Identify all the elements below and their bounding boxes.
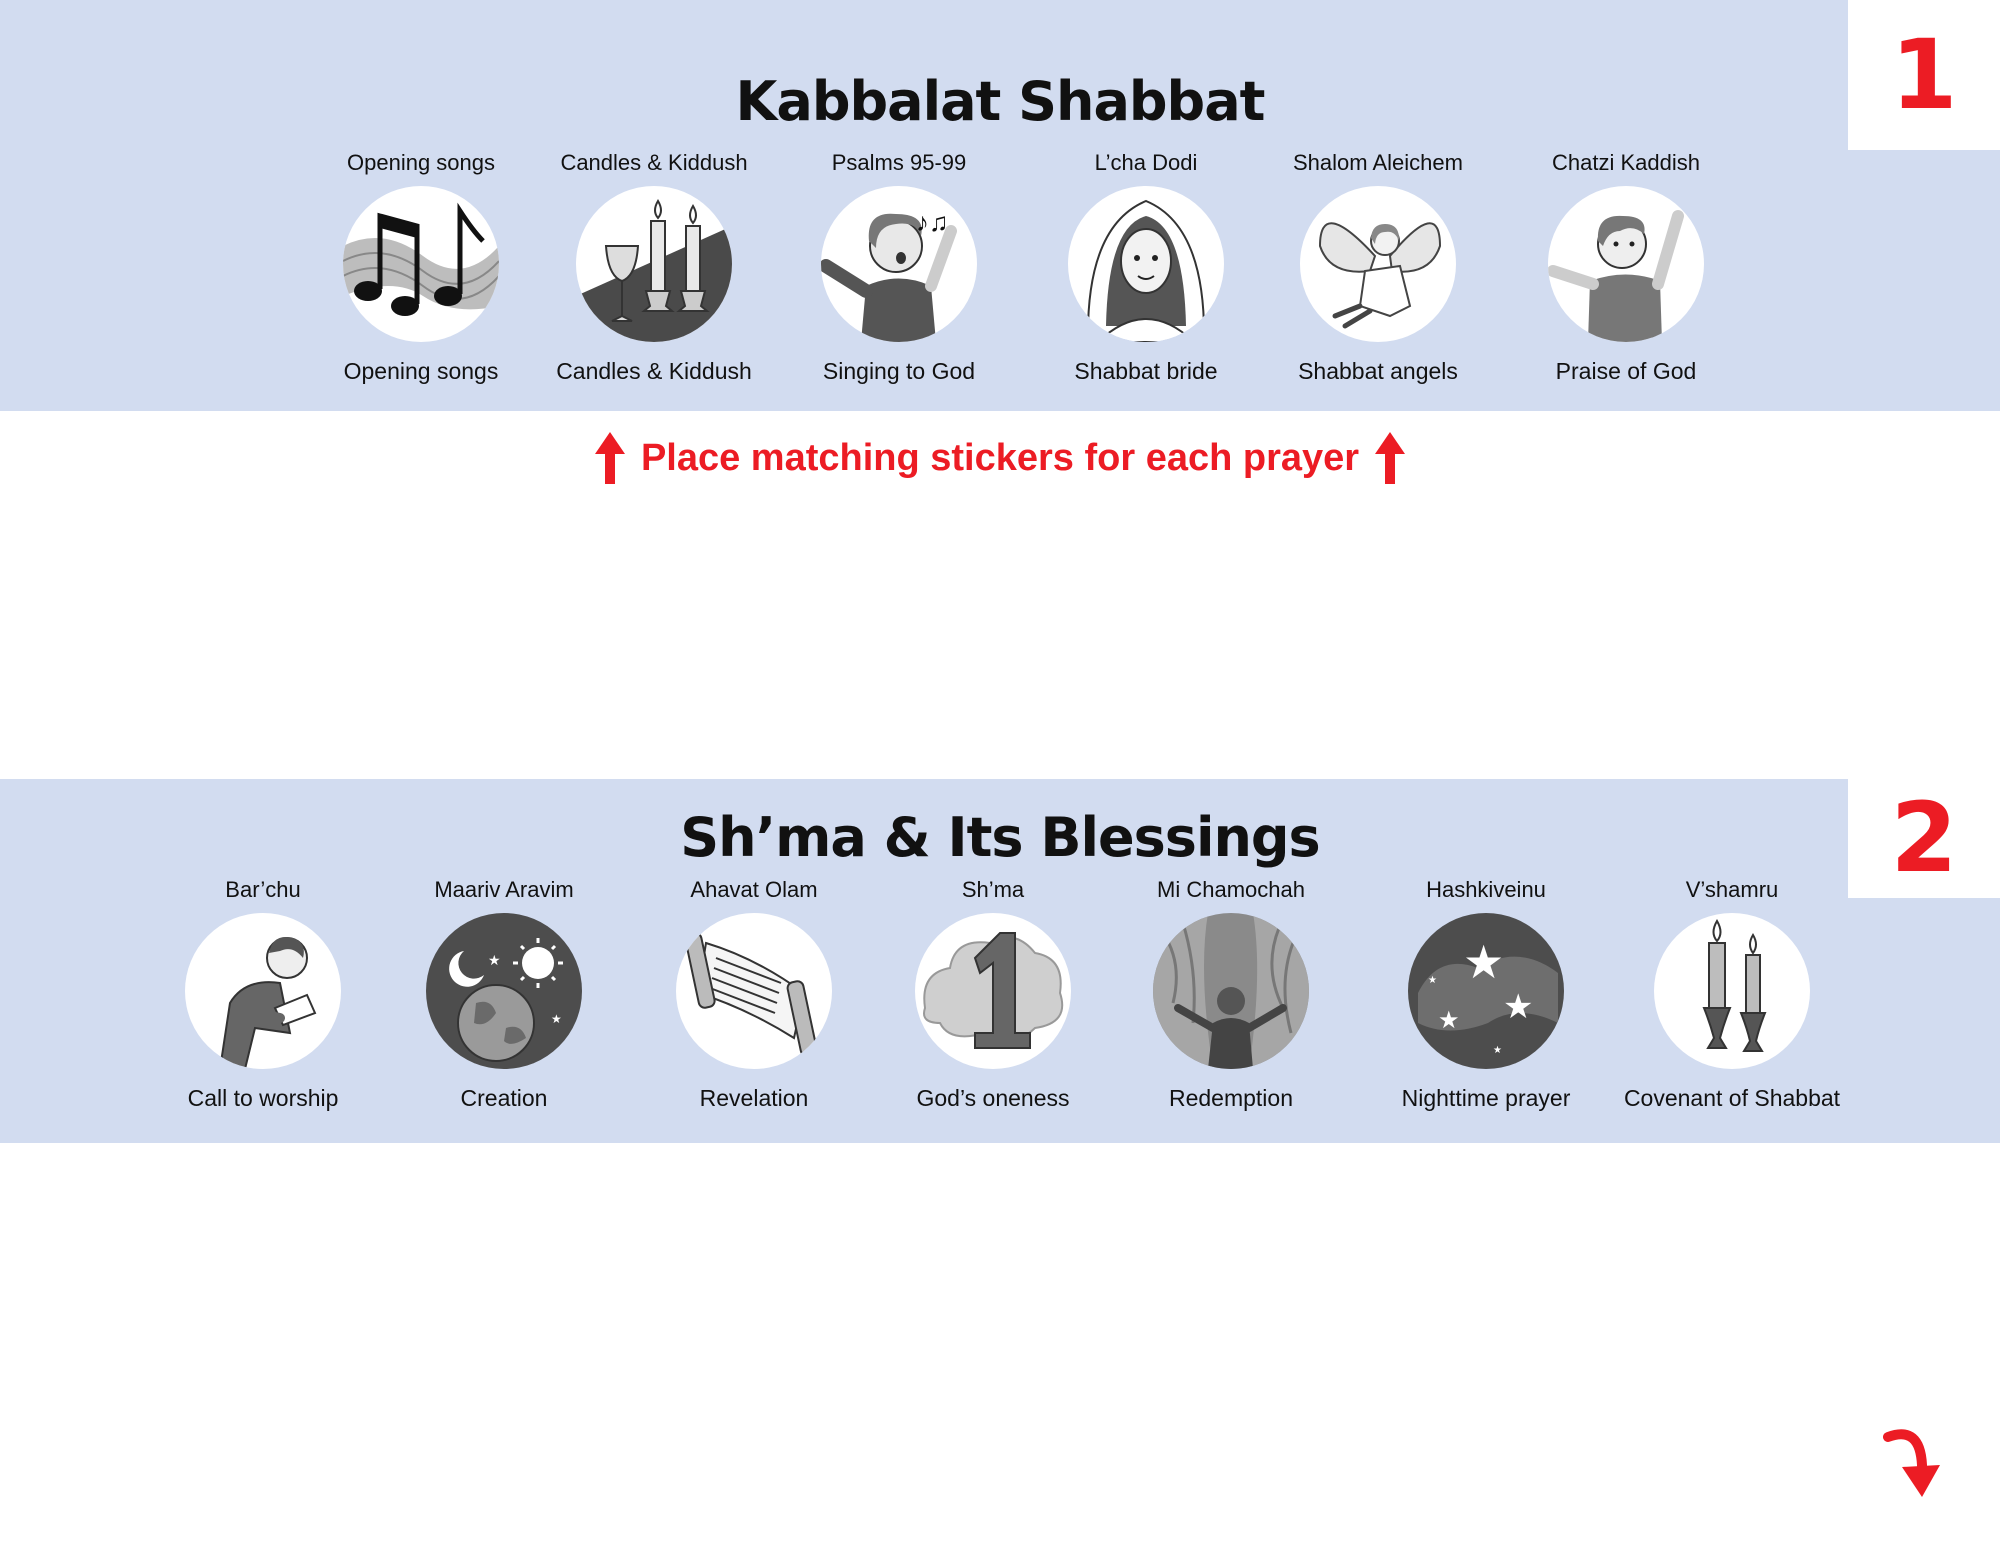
- item-maariv-aravim: Maariv Aravim ★ ★ Creation: [384, 875, 624, 1113]
- up-arrow-icon: [594, 432, 625, 484]
- prayer-name: Hashkiveinu: [1426, 877, 1546, 902]
- prayer-name: Sh’ma: [961, 877, 1025, 902]
- item-lcha-dodi: L’cha Dodi Shabbat bride: [1026, 148, 1266, 386]
- singing-person-icon: ♪♫: [821, 186, 977, 342]
- meaning-label: Praise of God: [1555, 358, 1697, 384]
- meaning-label: Revelation: [699, 1085, 809, 1111]
- svg-text:★: ★: [1463, 936, 1504, 988]
- svg-text:★: ★: [1493, 1045, 1502, 1056]
- prayer-name: Bar’chu: [225, 877, 301, 902]
- svg-text:★: ★: [1428, 975, 1437, 986]
- up-arrow-icon: [1375, 432, 1406, 484]
- meaning-label: Redemption: [1168, 1085, 1294, 1111]
- earth-sun-moon-icon: ★ ★: [426, 913, 582, 1069]
- prayer-name: Mi Chamochah: [1157, 877, 1305, 902]
- meaning-label: Call to worship: [187, 1085, 339, 1111]
- parting-sea-icon: [1153, 913, 1309, 1069]
- prayer-name: Opening songs: [347, 150, 495, 175]
- meaning-label: God’s oneness: [916, 1085, 1070, 1111]
- night-stars-icon: ★ ★ ★ ★ ★: [1408, 913, 1564, 1069]
- item-candles-kiddush: Candles & Kiddush Candles & Kiddush: [534, 148, 774, 386]
- item-barchu: Bar’chu Call to worship: [143, 875, 383, 1113]
- svg-text:★: ★: [1438, 1007, 1460, 1034]
- item-shalom-aleichem: Shalom Aleichem Shabbat angels: [1258, 148, 1498, 386]
- bride-icon: [1068, 186, 1224, 342]
- item-chatzi-kaddish: Chatzi Kaddish Praise of God: [1506, 148, 1746, 386]
- svg-text:★: ★: [551, 1012, 562, 1026]
- candles-kiddush-cup-icon: [576, 186, 732, 342]
- prayer-name: V’shamru: [1685, 877, 1779, 902]
- item-hashkiveinu: Hashkiveinu ★ ★ ★ ★ ★ Nighttime prayer: [1366, 875, 1606, 1113]
- meaning-label: Candles & Kiddush: [556, 358, 752, 384]
- section-1-title: Kabbalat Shabbat: [735, 70, 1266, 133]
- meaning-label: Singing to God: [822, 358, 976, 384]
- curved-arrow-icon: [1883, 1429, 1940, 1497]
- svg-text:★: ★: [1503, 988, 1533, 1026]
- section-2-title: Sh’ma & Its Blessings: [680, 806, 1320, 869]
- item-ahavat-olam: Ahavat Olam Revelation: [634, 875, 874, 1113]
- praising-boy-icon: [1548, 186, 1704, 342]
- svg-text:♪♫: ♪♫: [916, 207, 949, 237]
- prayer-name: Maariv Aravim: [434, 877, 574, 902]
- item-shma: Sh’ma God’s oneness: [873, 875, 1113, 1113]
- number-one-icon: [915, 913, 1071, 1069]
- prayer-name: Chatzi Kaddish: [1552, 150, 1700, 175]
- prayer-name: Candles & Kiddush: [560, 150, 748, 175]
- torah-scroll-icon: [676, 913, 832, 1069]
- svg-text:★: ★: [488, 952, 501, 968]
- meaning-label: Opening songs: [343, 358, 499, 384]
- item-vshamru: V’shamru Covenant of Shabbat: [1612, 875, 1852, 1113]
- person-reading-icon: [185, 913, 341, 1069]
- section-1-number: 1: [1848, 0, 2000, 150]
- angel-icon: [1300, 186, 1456, 342]
- meaning-label: Covenant of Shabbat: [1623, 1085, 1841, 1111]
- meaning-label: Shabbat bride: [1074, 358, 1218, 384]
- music-notes-icon: [343, 186, 499, 342]
- meaning-label: Nighttime prayer: [1401, 1085, 1571, 1111]
- prayer-name: Shalom Aleichem: [1293, 150, 1463, 175]
- prayer-name: L’cha Dodi: [1094, 150, 1198, 175]
- prayer-name: Ahavat Olam: [690, 877, 818, 902]
- meaning-label: Shabbat angels: [1298, 358, 1458, 384]
- meaning-label: Creation: [460, 1085, 548, 1111]
- instruction-text: Place matching stickers for each prayer: [640, 436, 1360, 479]
- section-2-number: 2: [1848, 778, 2000, 898]
- instruction-line: Place matching stickers for each prayer: [0, 430, 2000, 486]
- item-psalms: Psalms 95-99 ♪♫ Singing to God: [779, 148, 1019, 386]
- shabbat-candles-icon: [1654, 913, 1810, 1069]
- prayer-name: Psalms 95-99: [831, 150, 967, 175]
- item-mi-chamochah: Mi Chamochah Redemption: [1111, 875, 1351, 1113]
- item-opening-songs: Opening songs Opening songs: [301, 148, 541, 386]
